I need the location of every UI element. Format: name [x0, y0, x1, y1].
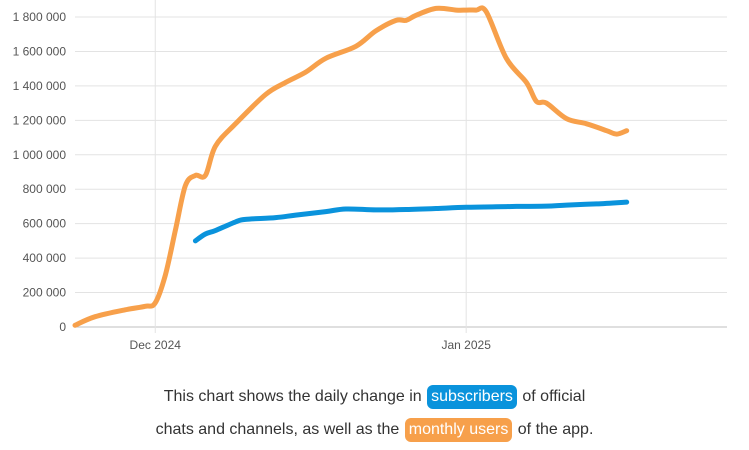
legend-monthly-users-badge: monthly users — [404, 418, 513, 442]
legend-subscribers-badge: subscribers — [427, 385, 517, 409]
caption-line-2: chats and channels, as well as the month… — [0, 418, 749, 442]
caption-text: chats and channels, as well as the — [155, 421, 400, 438]
y-tick-label: 600 000 — [23, 217, 67, 231]
caption-text: This chart shows the daily change in — [163, 388, 422, 405]
caption-text: of the app. — [517, 421, 594, 438]
y-tick-label: 1 800 000 — [13, 10, 67, 24]
series-lines — [72, 5, 630, 328]
caption-text: of official — [522, 388, 586, 405]
y-tick-label: 0 — [59, 320, 66, 334]
y-tick-label: 1 600 000 — [13, 44, 67, 58]
y-tick-label: 1 400 000 — [13, 79, 67, 93]
caption-line-1: This chart shows the daily change in sub… — [0, 385, 749, 409]
y-tick-label: 400 000 — [23, 251, 67, 265]
series-line-subscribers — [192, 199, 630, 244]
gridlines — [75, 0, 727, 333]
x-tick-label: Jan 2025 — [442, 338, 492, 352]
series-line-monthly-users — [72, 5, 630, 328]
y-tick-label: 1 200 000 — [13, 113, 67, 127]
y-tick-label: 200 000 — [23, 286, 67, 300]
y-tick-label: 800 000 — [23, 182, 67, 196]
line-chart: 0 200 000 400 000 600 000 800 000 1 000 000 1 … — [13, 0, 727, 352]
x-tick-label: Dec 2024 — [130, 338, 182, 352]
axes: 0 200 000 400 000 600 000 800 000 1 000 000 1 … — [13, 10, 492, 352]
y-tick-label: 1 000 000 — [13, 148, 67, 162]
